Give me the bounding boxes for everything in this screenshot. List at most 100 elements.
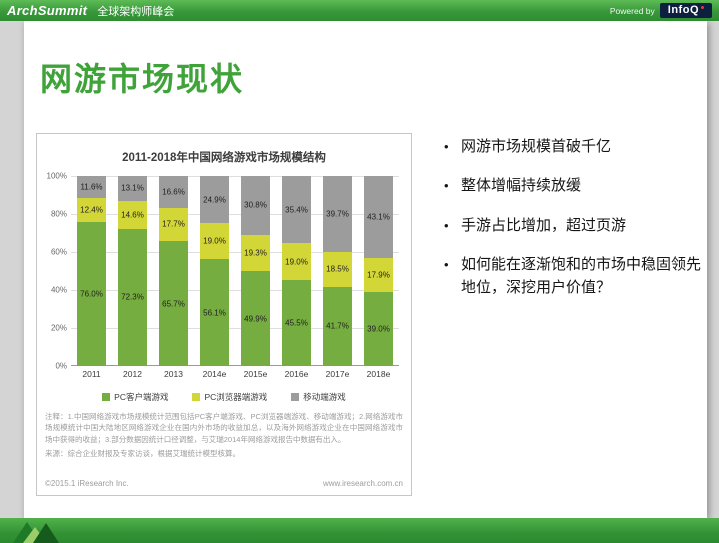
bar-segment-PC客户端游戏: 39.0%: [364, 291, 393, 366]
bullet-list: • 网游市场规模首破千亿 • 整体增幅持续放缓 • 手游占比增加，超过页游 • 如何能在逐渐饱…: [444, 135, 708, 315]
archsummit-logo: ArchSummit: [7, 3, 88, 18]
bar-segment-移动端游戏: 43.1%: [364, 176, 393, 258]
segment-value-label: 39.7%: [326, 209, 349, 219]
segment-value-label: 17.9%: [367, 270, 390, 280]
bottom-bar: [0, 518, 719, 543]
top-bar-subtitle: 全球架构师峰会: [97, 5, 175, 18]
top-bar: ArchSummit 全球架构师峰会 Powered by InfoQ: [0, 0, 719, 21]
chart-notes: 注释：1.中国网络游戏市场规模统计范围包括PC客户端游戏、PC浏览器端游戏、移动…: [45, 412, 403, 444]
bar-2014e: 24.9% 19.0% 56.1%: [200, 176, 229, 366]
x-tick-label: 2016e: [284, 369, 309, 379]
bar-slot-2014e: 24.9% 19.0% 56.1%: [194, 176, 235, 366]
bullet-item-4: • 如何能在逐渐饱和的市场中稳固领先地位，深挖用户价值？: [444, 253, 708, 300]
bar-2011: 11.6% 12.4% 76.0%: [77, 176, 106, 366]
chart-notes-area: 注释：1.中国网络游戏市场规模统计范围包括PC客户端游戏、PC浏览器端游戏、移动…: [45, 411, 403, 462]
bar-segment-移动端游戏: 13.1%: [118, 176, 147, 201]
bullet-marker: •: [444, 217, 449, 233]
bar-segment-PC浏览器端游戏: 19.0%: [200, 223, 229, 260]
segment-value-label: 76.0%: [80, 289, 103, 299]
bar-slot-2017e: 39.7% 18.5% 41.7%: [317, 176, 358, 366]
bars-container: 11.6% 12.4% 76.0% 13.1% 14.6% 72.3% 16.6% 17.7%…: [71, 176, 399, 366]
x-tick-label: 2017e: [325, 369, 350, 379]
bar-2013: 16.6% 17.7% 65.7%: [159, 176, 188, 366]
bar-segment-PC客户端游戏: 76.0%: [77, 221, 106, 366]
bar-segment-PC浏览器端游戏: 12.4%: [77, 198, 106, 222]
legend-label: PC客户端游戏: [114, 392, 169, 402]
bar-slot-2015e: 30.8% 19.3% 49.9%: [235, 176, 276, 366]
bar-segment-移动端游戏: 35.4%: [282, 176, 311, 244]
segment-value-label: 12.4%: [80, 205, 103, 215]
gridline: [71, 252, 399, 253]
powered-by-area: Powered by InfoQ: [610, 3, 712, 18]
bar-segment-PC浏览器端游戏: 19.0%: [282, 243, 311, 280]
x-tick-label: 2014e: [202, 369, 227, 379]
y-tick-label: 40%: [50, 285, 67, 295]
y-tick-label: 20%: [50, 323, 67, 333]
gridline: [71, 176, 399, 177]
bar-segment-PC浏览器端游戏: 18.5%: [323, 251, 352, 287]
legend-item-移动端游戏: 移动端游戏: [291, 391, 346, 403]
bar-segment-PC客户端游戏: 65.7%: [159, 241, 188, 366]
bar-segment-PC客户端游戏: 72.3%: [118, 228, 147, 366]
infoq-logo-text: InfoQ: [667, 4, 699, 16]
segment-value-label: 56.1%: [203, 308, 226, 318]
infoq-logo[interactable]: InfoQ: [659, 3, 712, 18]
gridline: [71, 328, 399, 329]
bullet-marker: •: [444, 256, 449, 272]
x-tick-label: 2012: [123, 369, 142, 379]
x-tick-label: 2015e: [243, 369, 268, 379]
powered-by-label: Powered by: [609, 5, 655, 16]
bar-segment-PC浏览器端游戏: 14.6%: [118, 200, 147, 229]
x-axis: 2011 2012 2013 2014e 2015e 2016e 2017e 2018e: [71, 369, 399, 379]
segment-value-label: 24.9%: [203, 195, 226, 205]
segment-value-label: 13.1%: [121, 183, 144, 193]
bar-slot-2018e: 43.1% 17.9% 39.0%: [358, 176, 399, 366]
chart-website: www.iresearch.com.cn: [322, 479, 403, 488]
segment-value-label: 18.5%: [326, 264, 349, 274]
bar-2017e: 39.7% 18.5% 41.7%: [323, 176, 352, 366]
segment-value-label: 41.7%: [326, 321, 349, 331]
bar-2016e: 35.4% 19.0% 45.5%: [282, 176, 311, 366]
y-tick-label: 0%: [55, 361, 67, 371]
bullet-text: 如何能在逐渐饱和的市场中稳固领先地位，深挖用户价值？: [461, 255, 702, 296]
chart-footer: ©2015.1 iResearch Inc. www.iresearch.com…: [45, 479, 403, 488]
mountain-logo: [13, 522, 59, 543]
segment-value-label: 11.6%: [80, 182, 103, 192]
bullet-item-1: • 网游市场规模首破千亿: [444, 135, 708, 158]
gridline: [71, 365, 399, 366]
bar-segment-PC浏览器端游戏: 17.7%: [159, 207, 188, 242]
legend-item-PC客户端游戏: PC客户端游戏: [102, 391, 168, 403]
bar-segment-PC客户端游戏: 49.9%: [241, 271, 270, 366]
segment-value-label: 30.8%: [244, 200, 267, 210]
infoq-logo-dot: [701, 5, 704, 9]
segment-value-label: 49.9%: [244, 314, 267, 324]
bar-slot-2011: 11.6% 12.4% 76.0%: [71, 176, 112, 366]
y-tick-label: 60%: [50, 247, 67, 257]
bar-slot-2016e: 35.4% 19.0% 45.5%: [276, 176, 317, 366]
bullet-text: 整体增幅持续放缓: [461, 177, 582, 195]
slide: 网游市场现状 2011-2018年中国网络游戏市场规模结构 11.6% 12.4%…: [24, 21, 707, 518]
bar-segment-PC客户端游戏: 41.7%: [323, 286, 352, 366]
bullet-marker: •: [444, 178, 449, 194]
segment-value-label: 39.0%: [367, 324, 390, 334]
segment-value-label: 43.1%: [367, 212, 390, 222]
segment-value-label: 35.4%: [285, 205, 308, 215]
bullet-text: 手游占比增加，超过页游: [461, 216, 627, 234]
legend-label: 移动端游戏: [303, 392, 346, 402]
bar-slot-2012: 13.1% 14.6% 72.3%: [112, 176, 153, 366]
x-tick-label: 2018e: [366, 369, 391, 379]
bar-2015e: 30.8% 19.3% 49.9%: [241, 176, 270, 366]
bar-segment-移动端游戏: 16.6%: [159, 176, 188, 208]
legend-swatch: [102, 393, 111, 401]
slide-title: 网游市场现状: [40, 61, 245, 97]
segment-value-label: 16.6%: [162, 187, 185, 197]
stacked-bar-plot: 11.6% 12.4% 76.0% 13.1% 14.6% 72.3% 16.6% 17.7%…: [47, 172, 399, 371]
x-tick-label: 2013: [164, 369, 183, 379]
chart-legend: PC客户端游戏 PC浏览器端游戏 移动端游戏: [45, 391, 403, 403]
bar-segment-PC客户端游戏: 56.1%: [200, 259, 229, 366]
chart-title: 2011-2018年中国网络游戏市场规模结构: [122, 152, 326, 164]
segment-value-label: 19.0%: [285, 257, 308, 267]
y-tick-label: 100%: [46, 171, 67, 181]
chart-copyright: ©2015.1 iResearch Inc.: [45, 479, 129, 488]
